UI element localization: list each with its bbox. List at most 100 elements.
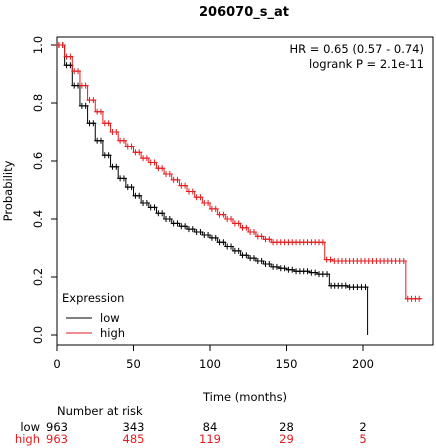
legend: Expression low high: [62, 291, 125, 340]
censor-mark-low: [289, 266, 296, 273]
censor-mark-high: [243, 224, 250, 231]
censor-mark-low: [312, 269, 319, 276]
censor-mark-high: [266, 236, 273, 243]
censor-mark-low: [166, 216, 173, 222]
risk-value: 84: [203, 420, 218, 434]
censor-mark-low: [324, 271, 331, 278]
censor-mark-low: [273, 263, 280, 270]
risk-value: 343: [123, 420, 145, 434]
censor-mark-low: [362, 284, 369, 291]
censor-mark-low: [304, 268, 311, 275]
censor-mark-low: [128, 184, 135, 191]
survival-curves: [55, 42, 423, 335]
censor-mark-high: [151, 159, 158, 166]
censor-mark-high: [250, 229, 257, 236]
censor-mark-high: [97, 108, 104, 115]
censor-mark-low: [205, 231, 212, 238]
censor-mark-high: [258, 233, 265, 240]
censor-mark-high: [143, 155, 150, 162]
censor-mark-high: [400, 258, 407, 265]
censor-mark-low: [197, 229, 204, 236]
risk-table-title: Number at risk: [57, 404, 143, 418]
censor-mark-high: [82, 82, 89, 89]
y-tick-label: 0.4: [31, 210, 45, 228]
censor-mark-high: [189, 188, 196, 195]
y-axis: 0.0 0.2 0.4 0.6 0.8 1.0: [31, 36, 57, 344]
x-axis-label: Time (months): [202, 390, 287, 404]
censor-mark-low: [258, 258, 265, 265]
censor-mark-high: [67, 53, 74, 60]
censor-mark-low: [281, 265, 288, 272]
censor-mark-low: [235, 247, 242, 254]
censor-mark-low: [266, 260, 273, 267]
censor-mark-low: [182, 223, 189, 230]
censor-mark-high: [105, 120, 112, 127]
risk-value: 119: [199, 432, 221, 446]
censor-mark-low: [228, 243, 235, 250]
risk-value: 963: [46, 432, 68, 446]
censor-mark-high: [182, 182, 189, 189]
censor-mark-high: [75, 68, 82, 75]
risk-row-label-low: low: [20, 420, 40, 434]
y-tick-label: 0.8: [31, 94, 45, 112]
censor-mark-low: [342, 282, 349, 289]
risk-value: 29: [279, 432, 294, 446]
y-tick-label: 0.2: [31, 268, 45, 286]
y-tick-label: 0.0: [31, 326, 45, 344]
censor-mark-low: [113, 163, 120, 170]
hr-annotation: HR = 0.65 (0.57 - 0.74): [290, 42, 425, 56]
censor-mark-low: [143, 200, 150, 207]
y-tick-label: 1.0: [31, 36, 45, 54]
x-tick-label: 0: [53, 357, 60, 371]
censor-mark-high: [212, 205, 219, 212]
censor-mark-high: [174, 176, 181, 183]
censor-mark-low: [220, 239, 227, 246]
censor-mark-high: [228, 216, 235, 222]
y-tick-label: 0.6: [31, 152, 45, 170]
x-tick-label: 200: [352, 357, 374, 371]
risk-table: low 963 343 84 28 2 high 963 485 119 29 5: [15, 420, 367, 446]
plot-frame: [56, 36, 434, 346]
logrank-annotation: logrank P = 2.1e-11: [309, 57, 424, 71]
censor-mark-low: [174, 220, 181, 227]
chart-title: 206070_s_at: [199, 5, 289, 20]
censor-mark-high: [128, 143, 135, 150]
censor-mark-low: [212, 234, 219, 241]
censor-mark-high: [197, 194, 204, 201]
risk-value: 28: [279, 420, 294, 434]
censor-mark-low: [90, 120, 97, 127]
censor-mark-high: [166, 171, 173, 178]
censor-mark-low: [105, 152, 112, 159]
censor-mark-high: [90, 97, 97, 104]
censor-mark-low: [189, 226, 196, 233]
risk-row-label-high: high: [15, 432, 40, 446]
x-axis: 0 50 100 150 200: [53, 345, 374, 371]
censor-mark-low: [151, 204, 158, 211]
risk-value: 963: [46, 420, 68, 434]
x-tick-label: 50: [126, 357, 141, 371]
censor-mark-high: [136, 149, 143, 156]
censor-mark-high: [159, 165, 166, 172]
censor-mark-high: [220, 211, 227, 218]
censor-mark-low: [159, 210, 166, 217]
censor-mark-high: [59, 42, 66, 48]
censor-mark-low: [136, 192, 143, 199]
risk-value: 485: [123, 432, 145, 446]
censor-mark-low: [120, 175, 127, 182]
risk-value: 2: [359, 420, 366, 434]
censor-mark-low: [82, 102, 89, 109]
censor-mark-high: [327, 256, 334, 263]
legend-label-high: high: [100, 326, 125, 340]
legend-label-low: low: [100, 311, 120, 325]
x-tick-label: 150: [276, 357, 298, 371]
legend-title: Expression: [62, 291, 124, 305]
x-tick-label: 100: [199, 357, 221, 371]
risk-value: 5: [359, 432, 366, 446]
censor-mark-low: [97, 137, 104, 144]
censor-mark-low: [243, 252, 250, 259]
censor-mark-high: [235, 220, 242, 227]
y-axis-label: Probability: [1, 160, 15, 221]
censor-mark-high: [120, 137, 127, 144]
censor-mark-low: [250, 255, 257, 262]
